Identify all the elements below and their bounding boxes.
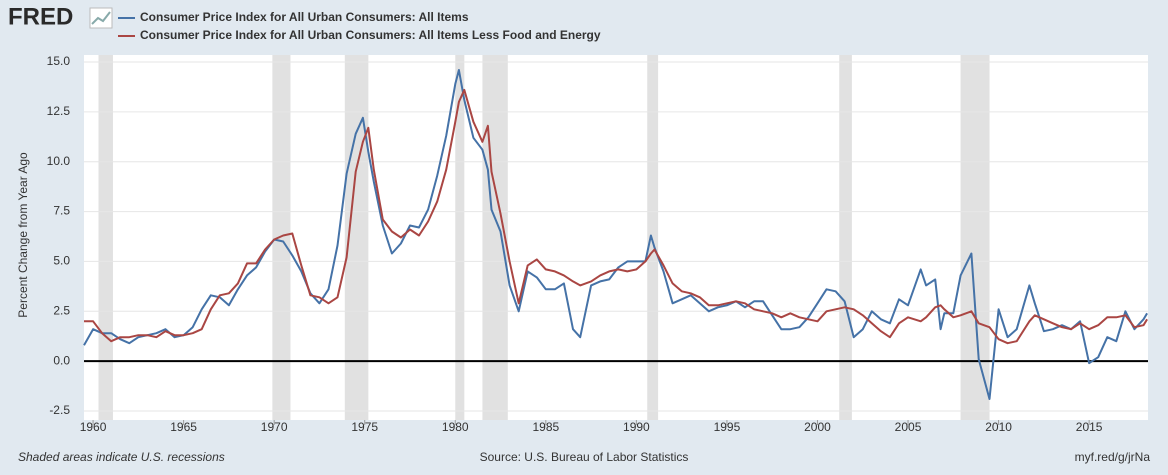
y-tick-label: 7.5 <box>53 204 70 218</box>
x-tick-label: 2000 <box>804 420 831 434</box>
y-tick-label: 5.0 <box>53 254 70 268</box>
recession-band <box>960 55 990 420</box>
series-line <box>84 88 1148 345</box>
legend-label: Consumer Price Index for All Urban Consu… <box>140 28 601 42</box>
recession-band <box>98 55 113 420</box>
y-tick-label: 15.0 <box>47 54 71 68</box>
y-tick-label: 2.5 <box>53 303 70 317</box>
logo-icon <box>89 7 113 29</box>
x-tick-label: 1960 <box>80 420 107 434</box>
x-tick-label: 1975 <box>351 420 378 434</box>
y-axis-label: Percent Change from Year Ago <box>16 152 30 318</box>
recession-band <box>647 55 659 420</box>
legend-label: Consumer Price Index for All Urban Consu… <box>140 10 469 24</box>
recession-band <box>482 55 508 420</box>
x-tick-label: 2010 <box>985 420 1012 434</box>
recession-band <box>839 55 852 420</box>
y-tick-label: -2.5 <box>49 403 70 417</box>
logo: FRED <box>8 3 73 30</box>
x-tick-label: 1965 <box>170 420 197 434</box>
x-tick-label: 1995 <box>714 420 741 434</box>
x-tick-label: 1985 <box>532 420 559 434</box>
short-link: myf.red/g/jrNa <box>1075 450 1151 464</box>
x-tick-label: 1970 <box>261 420 288 434</box>
x-tick-label: 1990 <box>623 420 650 434</box>
y-tick-label: 10.0 <box>47 154 71 168</box>
x-tick-label: 1980 <box>442 420 469 434</box>
y-tick-label: 0.0 <box>53 353 70 367</box>
x-tick-label: 2015 <box>1076 420 1103 434</box>
source: Source: U.S. Bureau of Labor Statistics <box>480 450 689 464</box>
recession-note: Shaded areas indicate U.S. recessions <box>18 450 225 464</box>
y-tick-label: 12.5 <box>47 104 71 118</box>
x-tick-label: 2005 <box>895 420 922 434</box>
recession-band <box>272 55 291 420</box>
recession-band <box>455 55 465 420</box>
